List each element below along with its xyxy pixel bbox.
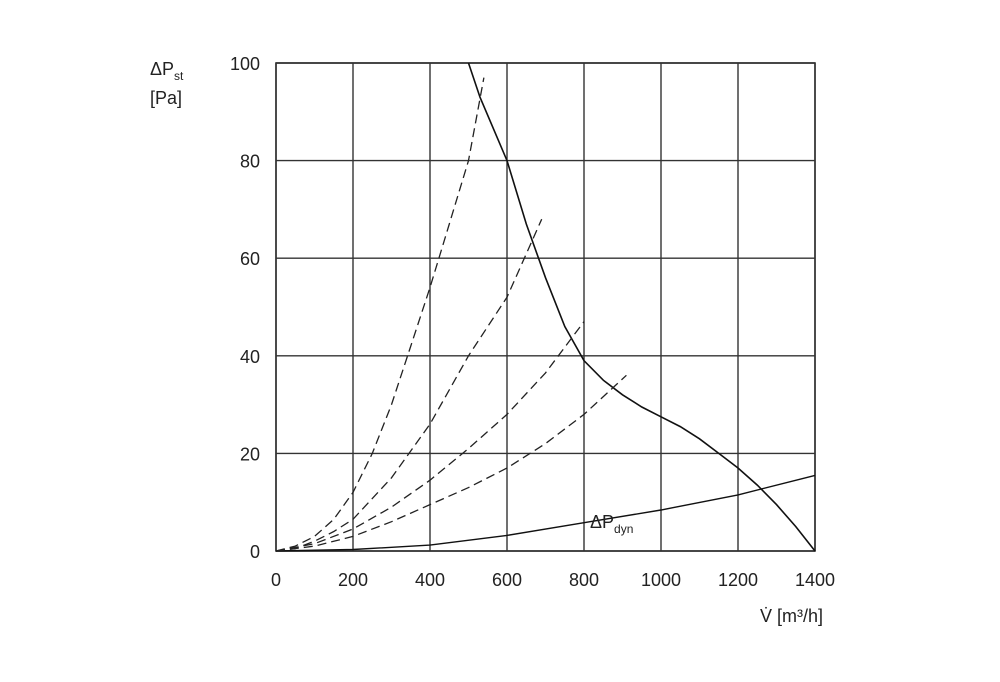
system-curve-2 — [275, 218, 543, 552]
dyn-curve-label: ΔPdyn — [590, 512, 633, 536]
plot-frame — [275, 62, 816, 552]
series-group — [275, 62, 816, 552]
dyn-curve-label-main: ΔP — [590, 512, 614, 532]
x-tick-labels: 0 200 400 600 800 1000 1200 1400 — [271, 570, 835, 590]
x-tick-label: 1200 — [718, 570, 758, 590]
y-axis-title: ΔPst — [150, 59, 184, 83]
grid — [275, 62, 816, 552]
y-tick-label: 100 — [230, 54, 260, 74]
dynamic-pressure-curve — [275, 474, 816, 552]
y-tick-labels: 0 20 40 60 80 100 — [230, 54, 260, 562]
fan-curve — [467, 62, 816, 552]
x-tick-label: 600 — [492, 570, 522, 590]
y-axis-title-sub: st — [174, 69, 184, 83]
x-tick-label: 1000 — [641, 570, 681, 590]
x-tick-label: 1400 — [795, 570, 835, 590]
dyn-curve-label-sub: dyn — [614, 522, 633, 536]
x-tick-label: 0 — [271, 570, 281, 590]
y-tick-label: 80 — [240, 152, 260, 172]
y-tick-label: 20 — [240, 444, 260, 464]
system-curve-4 — [275, 374, 627, 552]
x-axis-title: V̇ [m³/h] — [760, 606, 823, 626]
y-tick-label: 60 — [240, 249, 260, 269]
system-curve-1 — [275, 77, 485, 552]
system-curve-3 — [275, 321, 585, 552]
y-tick-label: 0 — [250, 542, 260, 562]
x-tick-label: 200 — [338, 570, 368, 590]
x-tick-label: 800 — [569, 570, 599, 590]
y-axis-unit: [Pa] — [150, 88, 182, 108]
x-tick-label: 400 — [415, 570, 445, 590]
y-tick-label: 40 — [240, 347, 260, 367]
y-axis-title-main: ΔP — [150, 59, 174, 79]
